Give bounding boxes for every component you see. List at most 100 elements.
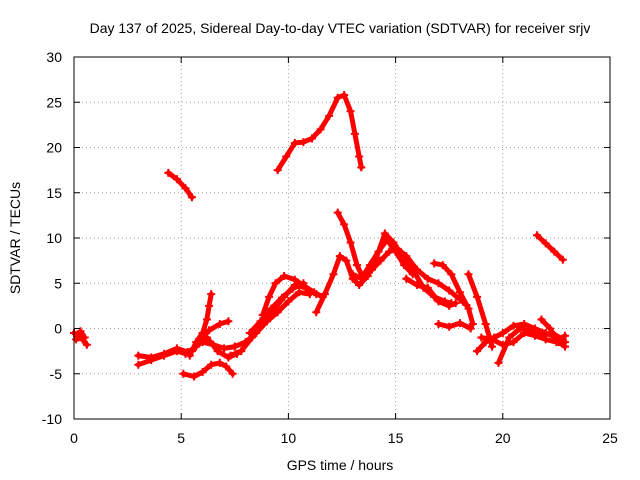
data-point (533, 231, 542, 240)
series-track-n (273, 91, 366, 175)
data-point (408, 270, 417, 279)
data-point (237, 347, 246, 356)
data-point (147, 353, 156, 362)
y-tick-label: 10 (46, 230, 62, 246)
data-point (346, 107, 355, 116)
data-point (537, 315, 546, 324)
data-point (451, 299, 460, 308)
data-point (413, 281, 422, 290)
y-tick-label: 15 (46, 185, 62, 201)
data-point (245, 329, 254, 338)
data-point (295, 288, 304, 297)
data-point (434, 297, 443, 306)
data-point (355, 152, 364, 161)
data-point (430, 259, 439, 268)
data-point (434, 319, 443, 328)
data-point (207, 360, 216, 369)
data-point (299, 138, 308, 147)
data-point (172, 175, 181, 184)
data-point (333, 208, 342, 217)
data-point (520, 329, 529, 338)
data-point (560, 331, 569, 340)
data-point (413, 265, 422, 274)
data-point (307, 134, 316, 143)
data-point (464, 304, 473, 313)
data-point (82, 340, 91, 349)
data-point (220, 344, 229, 353)
data-point (488, 342, 497, 351)
data-point (473, 347, 482, 356)
data-point (301, 282, 310, 291)
data-point (271, 279, 280, 288)
data-point (333, 93, 342, 102)
data-point (473, 292, 482, 301)
data-point (445, 322, 454, 331)
series-track-y (533, 231, 567, 264)
data-point (348, 270, 357, 279)
series-track-h (187, 317, 233, 356)
y-tick-label: 20 (46, 140, 62, 156)
series-track-d (134, 344, 192, 362)
y-tick-label: 0 (54, 321, 62, 337)
data-point (205, 301, 214, 310)
data-point (423, 274, 432, 283)
data-point (164, 168, 173, 177)
data-point (277, 293, 286, 302)
data-point (402, 252, 411, 261)
data-point (222, 362, 231, 371)
data-point (365, 261, 374, 270)
data-point (320, 290, 329, 299)
data-point (280, 272, 289, 281)
data-point (445, 301, 454, 310)
data-point (198, 367, 207, 376)
series-line (466, 271, 495, 350)
data-point (545, 324, 554, 333)
data-point (282, 152, 291, 161)
series-line (200, 339, 238, 351)
data-point (464, 270, 473, 279)
x-tick-label: 15 (388, 430, 404, 446)
data-point (357, 274, 366, 283)
series-line (350, 237, 416, 282)
chart-title: Day 137 of 2025, Sidereal Day-to-day VTE… (90, 20, 591, 36)
axis-ticks (73, 56, 611, 420)
data-point (515, 324, 524, 333)
series-track-z (537, 315, 569, 351)
data-point (284, 297, 293, 306)
data-point (80, 333, 89, 342)
data-point (215, 358, 224, 367)
series-track-t (434, 319, 475, 333)
series-track-b (72, 327, 89, 344)
data-point (273, 166, 282, 175)
data-point (355, 281, 364, 290)
data-point (312, 308, 321, 317)
data-point (340, 91, 349, 100)
x-tick-labels: 0 5 10 15 20 25 (70, 430, 618, 446)
data-point (357, 163, 366, 172)
data-point (488, 335, 497, 344)
y-tick-label: -10 (42, 411, 62, 427)
data-point (530, 331, 539, 340)
data-point (202, 315, 211, 324)
y-tick-label: 5 (54, 275, 62, 291)
data-point (288, 284, 297, 293)
data-point (350, 129, 359, 138)
data-point (187, 347, 196, 356)
y-tick-label: -5 (50, 366, 63, 382)
data-point (481, 319, 490, 328)
data-point (342, 256, 351, 265)
data-point (185, 351, 194, 360)
x-axis-label: GPS time / hours (287, 457, 394, 473)
data-point (346, 238, 355, 247)
data-point (374, 247, 383, 256)
data-series (70, 91, 569, 381)
data-point (383, 235, 392, 244)
data-point (187, 193, 196, 202)
data-point (226, 351, 235, 360)
data-point (267, 304, 276, 313)
data-point (172, 344, 181, 353)
data-point (230, 342, 239, 351)
series-line (275, 92, 364, 173)
data-point (400, 261, 409, 270)
data-point (290, 275, 299, 284)
